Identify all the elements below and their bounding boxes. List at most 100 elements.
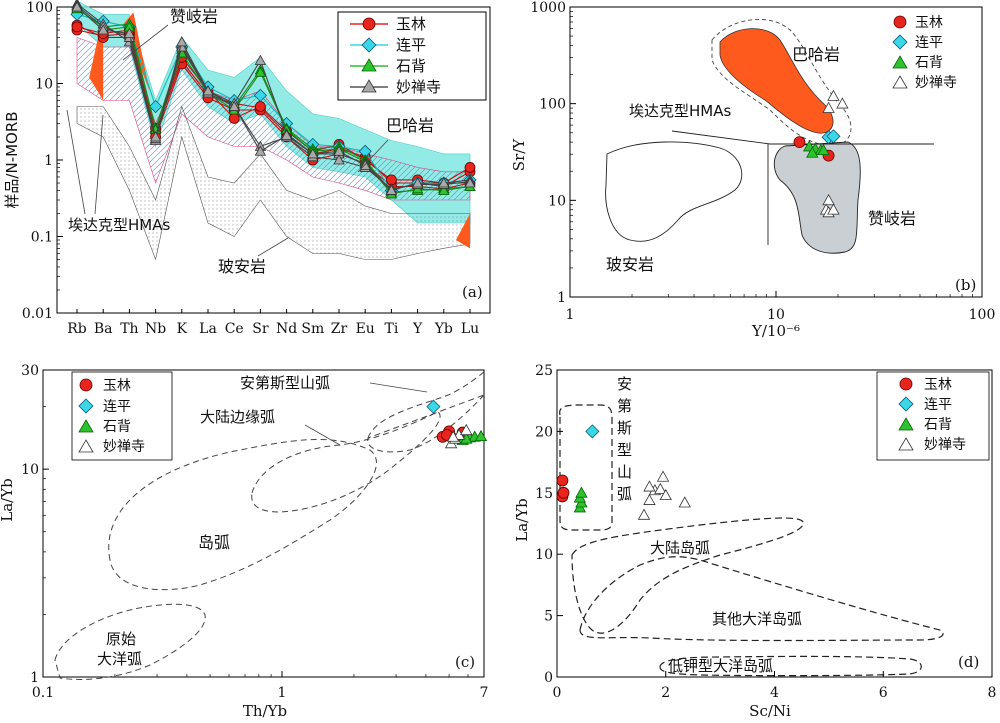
panel-a-point-miaochansi-8-15 xyxy=(464,177,476,188)
panel-d-annotation-other-oceanic: 其他大洋岛弧 xyxy=(712,610,802,628)
panel-b-point-miaochansi-1 xyxy=(827,89,840,101)
panel-c-point-shibei-3 xyxy=(474,429,488,442)
panel-a-point-miaochansi-8-13 xyxy=(411,177,424,188)
panel-d-xtick-label-3: 6 xyxy=(879,685,888,701)
panel-b-boundary-hma xyxy=(671,130,771,145)
panel-d-point-yulin-2 xyxy=(556,474,569,487)
panel-b-xlabel: Y/10⁻⁶ xyxy=(751,322,800,340)
panel-d-annotation-low-k: 低钾型大洋岛弧 xyxy=(668,657,773,675)
panel-b-point-shibei-3 xyxy=(817,143,830,156)
panel-a-annotation-baha: 巴哈岩 xyxy=(386,116,434,135)
panel-a-label: (a) xyxy=(462,283,483,301)
panel-a-series-line-5 xyxy=(76,6,471,195)
panel-d-field-other-oceanic xyxy=(579,556,944,642)
legend-a-lianping-marker xyxy=(361,37,377,53)
legend-d-miaochansi-marker xyxy=(898,437,914,451)
panel-c-ytick-label-0: 1 xyxy=(30,670,39,686)
panel-c-xtick-label-1: 1 xyxy=(278,685,287,701)
panel-a-point-lianping-3-7 xyxy=(253,88,267,102)
legend-b-miaochansi-marker xyxy=(892,75,908,89)
legend-d-lianping-marker xyxy=(898,396,914,412)
legend-d-yulin-label: 玉林 xyxy=(924,377,952,393)
panel-a-point-miaochansi-8-4 xyxy=(176,36,188,47)
panel-a-xtick-label-13: Y xyxy=(412,321,423,337)
panel-c-label: (c) xyxy=(455,653,475,671)
panel-a-point-miaochansi-7-10 xyxy=(333,154,345,165)
legend-c-miaochansi-label: 妙禅寺 xyxy=(103,439,145,455)
legend-c-shibei-label: 石背 xyxy=(103,419,131,435)
legend-d-yulin-marker xyxy=(899,377,913,391)
legend-d-shibei-marker xyxy=(898,417,914,431)
panel-b-annotation-baha: 巴哈岩 xyxy=(792,45,840,64)
panel-d-ytick-label-0: 0 xyxy=(544,670,553,686)
panel-a-annotation-boninite: 玻安岩 xyxy=(218,257,266,276)
panel-d-xtick-label-2: 4 xyxy=(770,685,779,701)
panel-a-point-miaochansi-8-9 xyxy=(307,148,319,159)
panel-d-field-continental-island xyxy=(571,517,804,634)
panel-b-ytick-label-2: 100 xyxy=(539,97,566,113)
panel-a-point-miaochansi-8-6 xyxy=(228,100,240,111)
panel-b-xtick-label-2: 100 xyxy=(969,307,996,323)
panel-a-spider-diagram: 0.01 0.1 1 10 100 Rb Ba Th Nb K La Ce Sr Nd Sm Zr Eu Ti Y Y… xyxy=(3,0,491,337)
panel-d-ytick-label-1: 5 xyxy=(544,609,553,625)
panel-a-xtick-label-5: La xyxy=(199,321,217,337)
panel-b-xtick-label-0: 1 xyxy=(566,307,575,323)
panel-c-xlabel: Th/Yb xyxy=(243,702,287,720)
panel-b-point-miaochansi-3 xyxy=(822,194,835,206)
panel-d-annotation-si: 斯 xyxy=(617,419,632,437)
panel-a-xtick-label-7: Sr xyxy=(252,321,269,337)
panel-c-annotation-primitive: 原始 xyxy=(106,630,136,648)
panel-a-point-miaochansi-8-1 xyxy=(97,24,109,35)
panel-d-point-lianping-0 xyxy=(585,424,600,439)
panel-d-point-miaochansi-6 xyxy=(678,496,691,508)
panel-b-sr-y-diagram: 1 10 100 1000 1 10 100 巴哈岩 埃达克型HMAs 赞岐岩 玻安岩 (b… xyxy=(510,0,995,340)
panel-a-point-miaochansi-8-2 xyxy=(123,27,136,38)
panel-a-ytick-label-1: 0.1 xyxy=(31,230,53,246)
panel-b-ytick-label-0: 1 xyxy=(557,290,566,306)
panel-a-point-miaochansi-6-7 xyxy=(254,54,267,65)
panel-b-ytick-label-3: 1000 xyxy=(530,0,566,16)
panel-c-field-island-arc xyxy=(108,439,377,591)
panel-c-annotation-continental-margin: 大陆边缘弧 xyxy=(200,408,275,426)
panel-d-point-miaochansi-1 xyxy=(643,493,656,505)
panel-a-point-shibei-5-14 xyxy=(438,184,450,195)
legend-b-lianping-marker xyxy=(892,34,908,50)
legend-c-lianping-label: 连平 xyxy=(103,399,131,415)
legend-a-miaochansi-marker xyxy=(361,79,377,93)
panel-d-point-miaochansi-3 xyxy=(654,482,667,494)
panel-a-point-miaochansi-8-3 xyxy=(149,131,162,142)
panel-a-point-yulin-2-6 xyxy=(228,112,240,124)
panel-d-annotation-an: 安 xyxy=(617,375,632,393)
panel-a-xtick-label-14: Yb xyxy=(434,321,453,337)
legend-a-shibei-label: 石背 xyxy=(396,57,426,75)
panel-b-point-miaochansi-0 xyxy=(822,101,835,113)
legend-c-yulin-label: 玉林 xyxy=(103,378,131,394)
panel-d-annotation-continental-island: 大陆岛弧 xyxy=(650,539,710,557)
legend-a-yulin-marker xyxy=(362,17,376,31)
legend-b-shibei-label: 石背 xyxy=(915,55,943,71)
legend-a-miaochansi-label: 妙禅寺 xyxy=(396,78,441,96)
panel-c-point-miaochansi-4 xyxy=(446,430,460,442)
panel-a-point-yulin-2-0 xyxy=(71,21,83,33)
panel-a-legend: 玉林 连平 石背 妙禅寺 xyxy=(337,11,487,101)
panel-d-field-low-k-oceanic xyxy=(659,655,922,677)
panel-d-xtick-label-0: 0 xyxy=(553,685,562,701)
panel-d-xtick-label-1: 2 xyxy=(661,685,670,701)
legend-c-lianping-marker xyxy=(78,398,94,414)
legend-b-yulin-label: 玉林 xyxy=(915,15,943,31)
legend-b-yulin-marker xyxy=(893,15,907,29)
legend-c-yulin-marker xyxy=(79,378,93,392)
legend-d-shibei-label: 石背 xyxy=(924,417,952,433)
panel-b-point-lianping-1 xyxy=(826,129,841,144)
legend-a-shibei-marker xyxy=(361,58,377,72)
panel-a-field-zanqi-lu xyxy=(456,213,470,249)
panel-d-ytick-label-3: 15 xyxy=(535,486,553,502)
panel-c-annotation-andean: 安第斯型山弧 xyxy=(240,374,330,392)
panel-d-xlabel: Sc/Ni xyxy=(749,702,791,720)
panel-c-ytick-label-2: 30 xyxy=(21,363,39,379)
legend-a-lianping-label: 连平 xyxy=(396,36,426,54)
panel-a-point-miaochansi-8-5 xyxy=(202,85,214,96)
panel-b-ytick-label-1: 10 xyxy=(548,193,566,209)
